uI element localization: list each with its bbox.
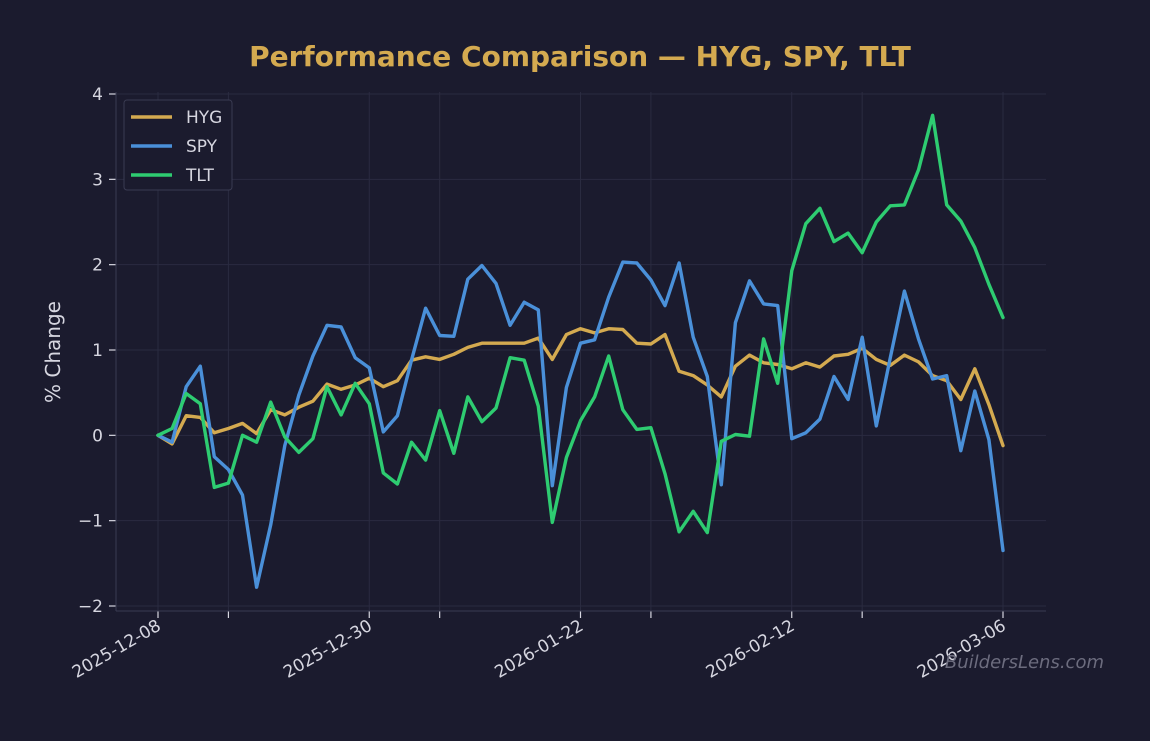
y-tick-label: −1: [78, 512, 103, 532]
y-tick-label: 4: [92, 85, 103, 105]
legend-box: [123, 99, 233, 191]
legend-label: TLT: [185, 166, 215, 186]
y-tick-label: −2: [78, 597, 103, 617]
series-lines: [156, 113, 1005, 589]
legend[interactable]: HYG SPY TLT: [123, 99, 233, 191]
y-tick-label: 1: [92, 341, 103, 361]
legend-item-tlt[interactable]: TLT: [131, 166, 215, 186]
series-line-hyg: [156, 327, 1005, 448]
legend-item-hyg[interactable]: HYG: [131, 108, 222, 128]
y-axis-label: % Change: [41, 301, 65, 403]
watermark: BuildersLens.com: [945, 652, 1104, 673]
series-line-spy: [156, 260, 1005, 589]
legend-label: SPY: [186, 137, 218, 157]
series-line-tlt: [156, 113, 1005, 535]
legend-item-spy[interactable]: SPY: [131, 137, 218, 157]
chart-title: Performance Comparison — HYG, SPY, TLT: [249, 40, 911, 73]
legend-label: HYG: [186, 108, 222, 128]
y-tick-label: 0: [92, 426, 103, 446]
y-tick-label: 3: [92, 170, 103, 190]
y-tick-label: 2: [92, 256, 103, 276]
